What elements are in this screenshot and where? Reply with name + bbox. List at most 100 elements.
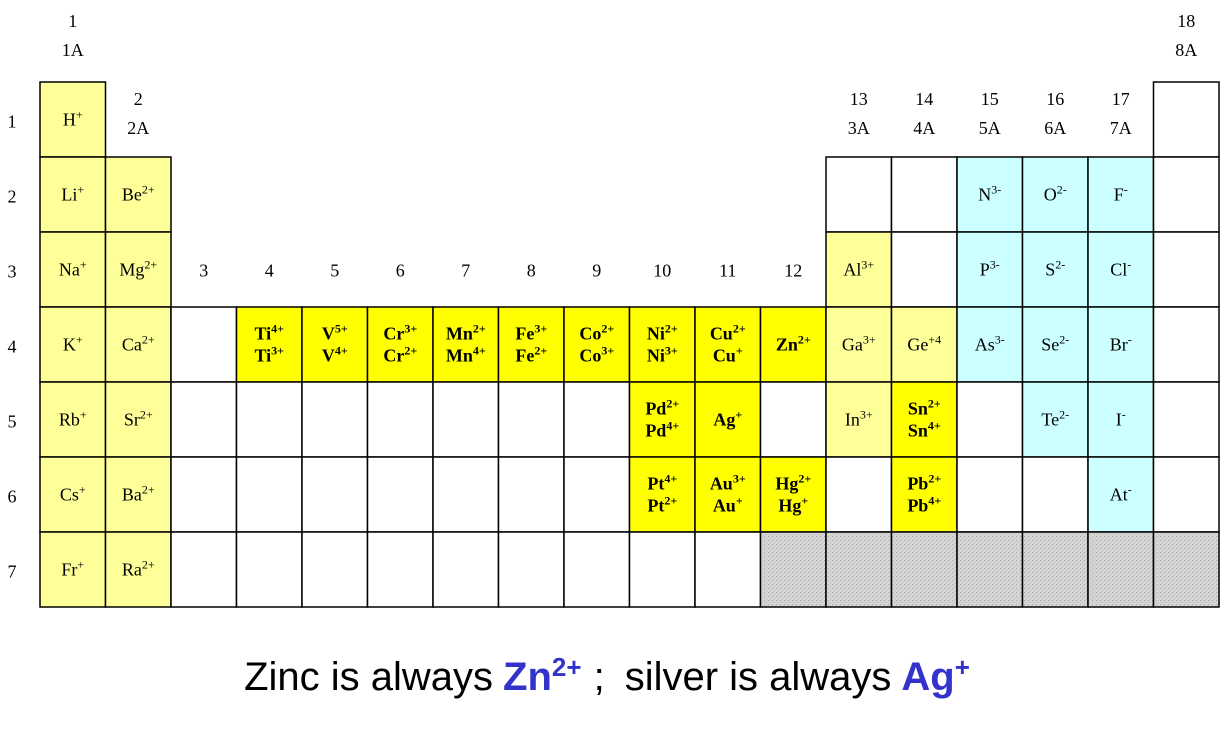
element-cell [235, 456, 303, 533]
ion-charge: 4+ [928, 494, 941, 508]
element-cell [497, 306, 565, 383]
footer: Zinc is always Zn2+; silver is always Ag+ [244, 652, 970, 699]
element-cell [235, 381, 303, 458]
ion: Ag+ [713, 408, 742, 430]
element-cell [1021, 456, 1089, 533]
ion: O2- [1044, 183, 1067, 205]
group-label: 2A [127, 118, 149, 138]
element-cell [628, 456, 696, 533]
ion-charge: 2+ [140, 408, 153, 422]
ion: Na+ [59, 258, 87, 280]
ion: Au3+ [710, 472, 746, 494]
ion: P3- [980, 258, 1000, 280]
ion-symbol: H [63, 110, 76, 130]
element-cell [497, 381, 565, 458]
element-cell [235, 531, 303, 608]
element-cell [890, 156, 958, 233]
group-number: 7 [461, 261, 470, 281]
element-cell [694, 456, 762, 533]
ion-charge: 2+ [798, 333, 811, 347]
ion-symbol: Cl [1110, 260, 1127, 280]
element-cell [825, 306, 893, 383]
ion-charge: + [77, 558, 84, 572]
ion: Pd4+ [645, 419, 679, 441]
ion: Co2+ [579, 322, 614, 344]
footer-text: Zinc is always [244, 655, 493, 699]
ion-symbol: As [975, 335, 995, 355]
ion-charge: 2+ [928, 397, 941, 411]
element-cell [1087, 381, 1155, 458]
ion: Fr+ [61, 558, 84, 580]
element-cell [956, 456, 1024, 533]
element-cell [890, 381, 958, 458]
footer-separator: ; [594, 655, 605, 699]
ion-charge: + [80, 408, 87, 422]
ion-charge: 3+ [861, 258, 874, 272]
ion: Zn2+ [776, 333, 811, 355]
ion-charge: 3+ [534, 322, 547, 336]
ion: Ni3+ [647, 344, 678, 366]
ion: Te2- [1041, 408, 1069, 430]
element-cell [39, 381, 107, 458]
ion-symbol: Sn [908, 421, 928, 441]
ion-symbol: Ba [122, 485, 142, 505]
group-number: 14 [915, 89, 933, 109]
group-number: 17 [1112, 89, 1130, 109]
ion-charge: 4+ [473, 344, 486, 358]
ion: Ge+4 [907, 333, 941, 355]
ion-symbol: Ra [122, 560, 142, 580]
element-cell [825, 456, 893, 533]
ion: Mn2+ [446, 322, 486, 344]
ion: Cu2+ [710, 322, 746, 344]
ion-symbol: Al [843, 260, 861, 280]
ion: Sr2+ [124, 408, 153, 430]
element-cell [366, 381, 434, 458]
element-cell [890, 531, 958, 608]
ion-charge: 3+ [733, 472, 746, 486]
element-cell [1021, 531, 1089, 608]
ion-symbol: Cr [383, 324, 404, 344]
group-number: 4 [265, 261, 274, 281]
element-cell [563, 381, 631, 458]
ion-symbol: Mn [446, 324, 473, 344]
ion-symbol: Pt [647, 474, 664, 494]
group-label: 3A [848, 118, 870, 138]
group-number: 18 [1177, 11, 1195, 31]
ion-charge: 2+ [665, 322, 678, 336]
ion-charge: + [77, 183, 84, 197]
ion: Cu+ [713, 344, 743, 366]
element-cell [563, 306, 631, 383]
ion: Al3+ [843, 258, 874, 280]
element-cell [39, 456, 107, 533]
ion-symbol: Ag [713, 410, 735, 430]
ion-charge: + [736, 344, 743, 358]
element-cell [956, 231, 1024, 308]
ion-symbol: Te [1041, 410, 1059, 430]
ion: Pb4+ [907, 494, 941, 516]
ion-charge: + [76, 333, 83, 347]
element-cell [104, 156, 172, 233]
group-label: 8A [1175, 40, 1197, 60]
ion-charge: 4+ [335, 344, 348, 358]
ion: Ni2+ [647, 322, 678, 344]
ion-symbol: Li [61, 185, 77, 205]
element-cell [956, 531, 1024, 608]
period-number: 3 [8, 262, 17, 282]
ion: Ga3+ [842, 333, 876, 355]
ion: Hg+ [778, 494, 808, 516]
ion-charge: + [80, 258, 87, 272]
ion-symbol: Pt [647, 496, 664, 516]
ion-charge: + [735, 408, 742, 422]
ion-symbol: Be [122, 185, 142, 205]
group-number: 1 [68, 11, 77, 31]
ion-charge: 2+ [664, 494, 677, 508]
element-cell [39, 81, 107, 158]
element-cell [1087, 156, 1155, 233]
ion-symbol: Ni [647, 324, 665, 344]
ion: Sn2+ [908, 397, 941, 419]
ion: Mn4+ [446, 344, 486, 366]
element-cell [1021, 306, 1089, 383]
ion-charge: 2+ [142, 483, 155, 497]
element-cell [235, 306, 303, 383]
